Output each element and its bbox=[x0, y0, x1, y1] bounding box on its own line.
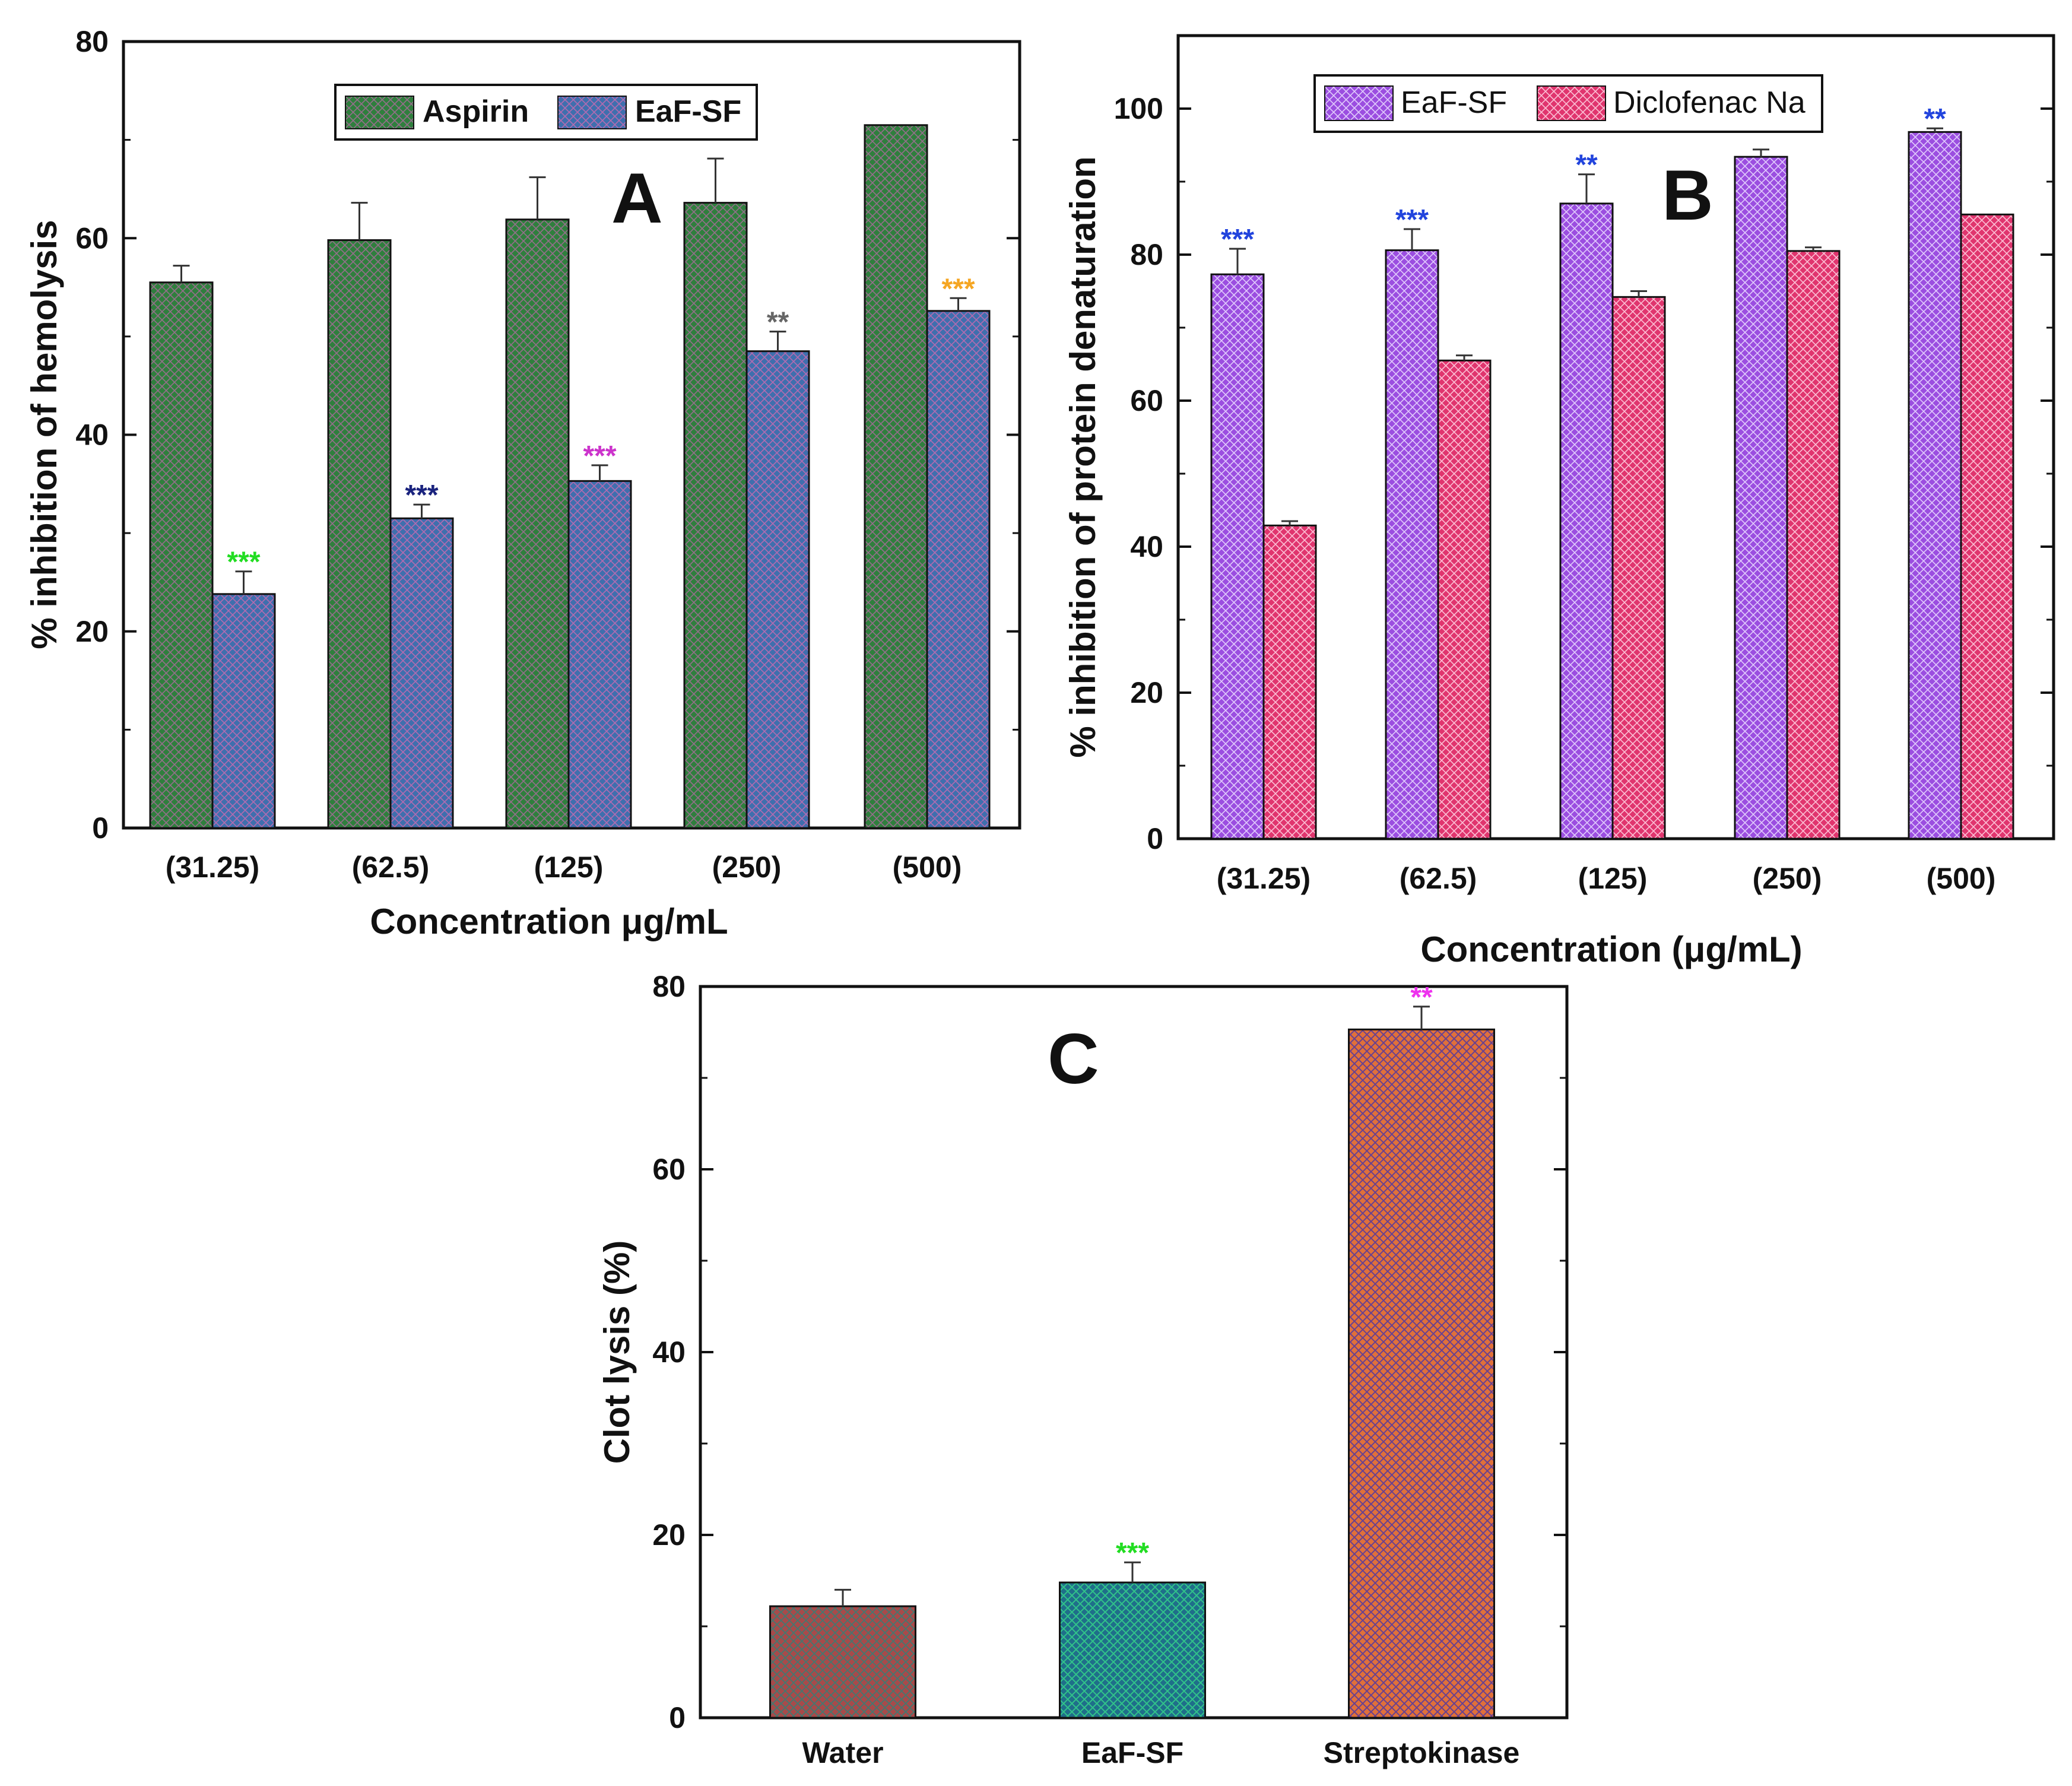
x-tick-label: (125) bbox=[1578, 862, 1648, 895]
y-tick-label: 60 bbox=[1130, 384, 1163, 417]
bar bbox=[1437, 359, 1492, 840]
bar bbox=[683, 202, 748, 829]
y-tick-label: 100 bbox=[1114, 92, 1163, 125]
legend-swatch-aspirin bbox=[345, 96, 414, 129]
panel-c-label: C bbox=[1048, 1019, 1099, 1099]
bar bbox=[389, 517, 454, 829]
y-tick-label: 40 bbox=[1130, 530, 1163, 563]
significance-marker: *** bbox=[1395, 204, 1429, 236]
x-tick-label: (250) bbox=[712, 851, 782, 884]
y-tick-label: 60 bbox=[75, 221, 109, 255]
bar bbox=[1262, 524, 1317, 840]
y-tick-label: 20 bbox=[75, 615, 109, 648]
y-tick-label: 80 bbox=[1130, 238, 1163, 271]
y-tick-label: 0 bbox=[92, 811, 109, 845]
legend-label-eaf-sf: EaF-SF bbox=[635, 94, 741, 129]
significance-marker: ** bbox=[1410, 982, 1433, 1013]
y-tick-label: 80 bbox=[652, 970, 686, 1003]
bar bbox=[745, 350, 810, 829]
y-tick-label: 80 bbox=[75, 25, 109, 58]
bar bbox=[1734, 156, 1788, 840]
y-tick-label: 60 bbox=[652, 1153, 686, 1186]
bar bbox=[505, 218, 570, 829]
legend-swatch-eaf-sf bbox=[557, 96, 627, 129]
x-tick-label: Streptokinase bbox=[1324, 1736, 1520, 1769]
panel-b-y-axis-title: % inhibition of protein denaturation bbox=[1063, 156, 1103, 757]
panel-c-x-axis: Water EaF-SF Streptokinase bbox=[802, 1705, 1519, 1769]
bar bbox=[149, 281, 214, 829]
y-tick-label: 40 bbox=[75, 418, 109, 452]
panel-b-x-axis: (31.25) (62.5) (125) (250) (500) bbox=[1217, 826, 1996, 895]
panel-b: 0 20 40 60 80 100 (31.25) (62.5) (125) (250) (500… bbox=[1063, 34, 2055, 969]
y-tick-label: 0 bbox=[669, 1701, 686, 1734]
panel-a-y-axis-title: % inhibition of hemolysis bbox=[24, 220, 64, 649]
panel-a-label: A bbox=[611, 158, 663, 238]
x-tick-label: (125) bbox=[534, 851, 604, 884]
x-tick-label: Water bbox=[802, 1736, 883, 1769]
panel-c-bars: ***** bbox=[769, 982, 1495, 1719]
y-tick-label: 20 bbox=[652, 1518, 686, 1552]
bar bbox=[926, 310, 991, 829]
panel-c-y-axis-title: Clot lysis (%) bbox=[597, 1241, 637, 1464]
legend-label-aspirin: Aspirin bbox=[423, 94, 529, 129]
panel-b-bars: ********** bbox=[1210, 103, 2014, 840]
significance-marker: ** bbox=[1924, 103, 1946, 135]
legend-label-eaf-sf-b: EaF-SF bbox=[1401, 85, 1507, 120]
bar bbox=[1559, 202, 1614, 840]
legend-label-diclofenac: Diclofenac Na bbox=[1613, 85, 1806, 120]
panel-b-x-axis-title: Concentration (μg/mL) bbox=[1420, 930, 1802, 969]
panel-b-y-axis: 0 20 40 60 80 100 bbox=[1114, 92, 2054, 855]
bar bbox=[1786, 250, 1841, 840]
bar bbox=[327, 239, 392, 829]
significance-marker: *** bbox=[227, 547, 260, 578]
y-tick-label: 0 bbox=[1147, 822, 1163, 855]
bar bbox=[1960, 213, 2014, 840]
significance-marker: ** bbox=[1575, 150, 1598, 181]
bar bbox=[1908, 131, 1962, 840]
legend-swatch-diclofenac bbox=[1537, 85, 1606, 121]
bar bbox=[1385, 249, 1439, 840]
x-tick-label: (31.25) bbox=[1217, 862, 1311, 895]
panel-a-y-axis: 0 20 40 60 80 bbox=[75, 25, 1020, 845]
significance-marker: *** bbox=[405, 480, 438, 511]
x-tick-label: (500) bbox=[1927, 862, 1996, 895]
bar bbox=[1611, 296, 1666, 840]
significance-marker: *** bbox=[941, 273, 975, 304]
x-tick-label: (250) bbox=[1753, 862, 1822, 895]
bar bbox=[1059, 1581, 1206, 1719]
bar bbox=[211, 593, 276, 829]
x-tick-label: (62.5) bbox=[1400, 862, 1477, 895]
panel-b-legend: EaF-SF Diclofenac Na bbox=[1313, 74, 1823, 133]
significance-marker: *** bbox=[583, 440, 616, 472]
panel-a-legend: Aspirin EaF-SF bbox=[334, 84, 758, 141]
legend-swatch-eaf-sf-b bbox=[1324, 85, 1394, 121]
panel-a-bars: ************** bbox=[149, 124, 991, 829]
bar bbox=[769, 1605, 916, 1719]
panel-b-label: B bbox=[1662, 156, 1714, 235]
bar bbox=[1210, 273, 1265, 840]
x-tick-label: (500) bbox=[893, 851, 962, 884]
x-tick-label: (31.25) bbox=[166, 851, 259, 884]
panel-c-y-axis: 0 20 40 60 80 bbox=[652, 970, 1567, 1734]
panel-a: 0 20 40 60 80 (31.25) (62.5) (125) (250) (500) *… bbox=[24, 25, 1021, 941]
significance-marker: *** bbox=[1116, 1537, 1149, 1569]
y-tick-label: 20 bbox=[1130, 676, 1163, 709]
significance-marker: *** bbox=[1221, 224, 1254, 255]
significance-marker: ** bbox=[767, 307, 789, 338]
panel-a-x-axis-title: Concentration μg/mL bbox=[370, 902, 728, 941]
x-tick-label: EaF-SF bbox=[1081, 1736, 1183, 1769]
y-tick-label: 40 bbox=[652, 1335, 686, 1369]
bar bbox=[864, 124, 928, 829]
bar bbox=[1348, 1028, 1495, 1719]
bar bbox=[567, 480, 632, 829]
x-tick-label: (62.5) bbox=[352, 851, 430, 884]
